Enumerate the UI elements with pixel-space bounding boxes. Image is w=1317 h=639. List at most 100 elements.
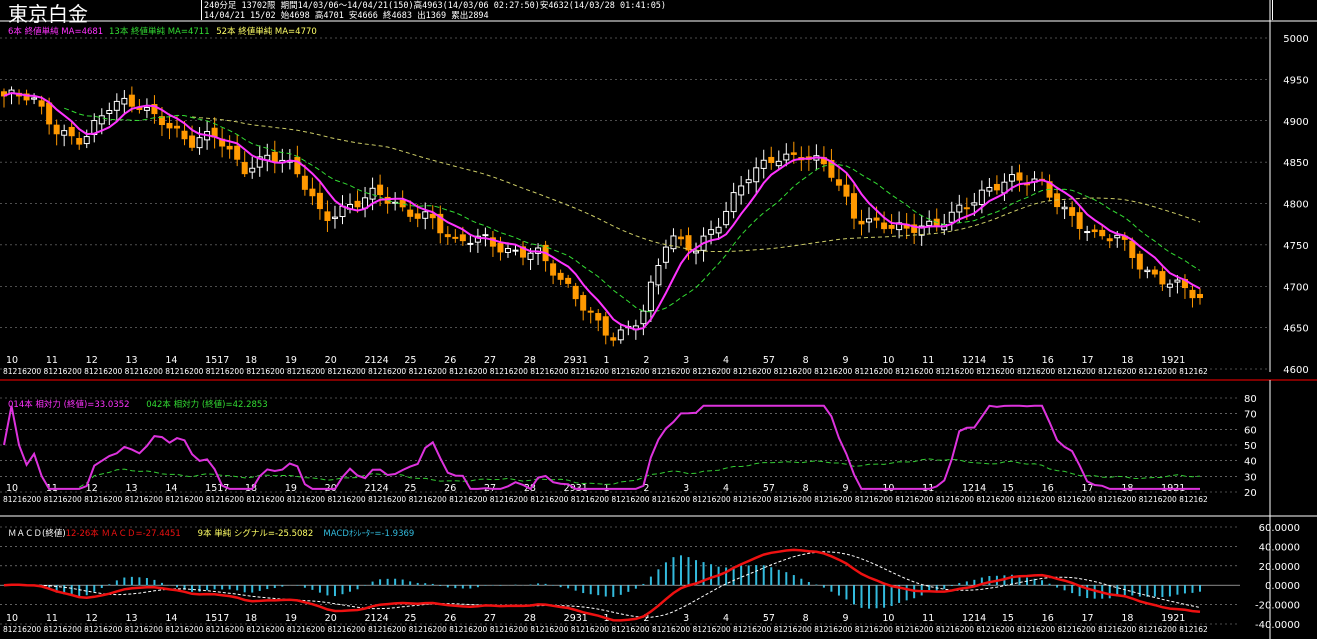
legend-entry: 6本 終値単純 MA=4681 xyxy=(8,26,103,37)
date-label: 27 xyxy=(484,613,496,624)
candle-body xyxy=(234,145,241,160)
signal-line xyxy=(3,551,1201,618)
candle-body xyxy=(1189,289,1196,299)
date-label: 19 xyxy=(285,483,297,494)
candle-body xyxy=(504,248,511,253)
date-label: 13 xyxy=(126,483,138,494)
price-tick-label: 4900 xyxy=(1283,117,1308,128)
header-info: 240分足 13702限 期間14/03/06～14/04/21(150)高49… xyxy=(201,0,1273,21)
date-label: 19 xyxy=(285,613,297,624)
candle-body xyxy=(151,104,158,115)
candle-body xyxy=(783,153,790,161)
date-label: 16 xyxy=(1042,355,1054,366)
rsi-tick-label: 60 xyxy=(1244,425,1257,436)
candle-body xyxy=(1106,238,1113,242)
candle-body xyxy=(331,216,338,219)
date-label: 28 xyxy=(524,355,536,366)
header-line-2: 14/04/21 15/02 始4698 高4701 安4666 終4683 出… xyxy=(204,11,489,21)
date-label: 8 xyxy=(803,613,809,624)
candle-body xyxy=(106,110,113,114)
date-label: 3 xyxy=(683,483,689,494)
header-line-1: 240分足 13702限 期間14/03/06～14/04/21(150)高49… xyxy=(204,1,667,11)
date-label: 15 xyxy=(1002,355,1014,366)
candle-body xyxy=(1144,269,1151,273)
candle-body xyxy=(580,295,587,311)
candle-body xyxy=(98,115,105,125)
date-label: 12 xyxy=(86,483,98,494)
candle-body xyxy=(602,316,609,336)
candle-body xyxy=(113,100,120,111)
date-label: 1 xyxy=(604,355,610,366)
candle-body xyxy=(978,189,985,206)
candle-body xyxy=(610,337,617,341)
candle-body xyxy=(873,217,880,221)
date-label: 1214 xyxy=(962,483,986,494)
candle-body xyxy=(196,137,203,149)
date-label: 17 xyxy=(1082,355,1094,366)
date-label: 1214 xyxy=(962,355,986,366)
candle-body xyxy=(324,211,331,221)
candle-body xyxy=(956,204,963,213)
rsi42-line xyxy=(78,458,1201,488)
rsi-tick-label: 20 xyxy=(1244,488,1257,499)
legend-entry: MACDｵｼﾚｰﾀｰ=-1.9369 xyxy=(323,529,414,539)
date-label: 1214 xyxy=(962,613,986,624)
date-label: 2124 xyxy=(365,613,389,624)
date-label: 8 xyxy=(803,355,809,366)
candle-body xyxy=(738,185,745,196)
candle-body xyxy=(23,93,30,101)
legend-entry: 52本 終値単純 MA=4770 xyxy=(216,26,317,37)
date-label: 28 xyxy=(524,613,536,624)
candle-body xyxy=(693,250,700,254)
candle-body xyxy=(189,135,196,148)
candle-body xyxy=(497,242,504,253)
candle-body xyxy=(730,192,737,213)
candle-body xyxy=(1091,229,1098,233)
date-label: 25 xyxy=(404,483,416,494)
candle-body xyxy=(918,225,925,236)
legend-entry: 13本 終値単純 MA=4711 xyxy=(109,26,210,37)
ma52-line xyxy=(192,116,1201,253)
candle-body xyxy=(1151,269,1158,275)
candle-body xyxy=(850,193,857,219)
date-label: 11 xyxy=(922,355,934,366)
candle-body xyxy=(986,186,993,192)
candle-body xyxy=(1197,293,1203,299)
price-tick-label: 4600 xyxy=(1283,365,1308,376)
candle-body xyxy=(1084,231,1091,234)
candle-body xyxy=(971,202,978,206)
rsi-tick-label: 80 xyxy=(1244,394,1257,405)
candle-body xyxy=(843,184,850,197)
candle-body xyxy=(46,102,53,125)
candle-body xyxy=(53,124,60,135)
candle-body xyxy=(520,246,527,258)
rsi-tick-label: 70 xyxy=(1244,410,1257,421)
legend-entry: 014本 相対力 (終値)=33.0352 xyxy=(8,399,130,410)
candle-body xyxy=(249,167,256,173)
date-label: 11 xyxy=(922,613,934,624)
candle-body xyxy=(369,187,376,200)
candle-body xyxy=(640,310,647,325)
date-label: 4 xyxy=(723,613,729,624)
date-label: 10 xyxy=(882,613,894,624)
candle-body xyxy=(166,122,173,129)
candle-body xyxy=(911,224,918,233)
date-label: 17 xyxy=(1082,613,1094,624)
candle-body xyxy=(828,159,835,178)
date-label: 3 xyxy=(683,355,689,366)
date-label: 27 xyxy=(484,355,496,366)
candle-body xyxy=(753,167,760,183)
date-label: 20 xyxy=(325,613,337,624)
date-label: 26 xyxy=(444,613,456,624)
date-label: 2124 xyxy=(365,483,389,494)
date-label: 2 xyxy=(643,613,649,624)
candle-body xyxy=(595,313,602,321)
candle-body xyxy=(1174,279,1181,283)
macd-tick-label: 0.0000 xyxy=(1265,581,1300,592)
candle-body xyxy=(459,234,466,242)
ma6-line xyxy=(3,91,1201,331)
price-tick-label: 4700 xyxy=(1283,282,1308,293)
date-label: 10 xyxy=(6,355,18,366)
candle-body xyxy=(437,213,444,234)
